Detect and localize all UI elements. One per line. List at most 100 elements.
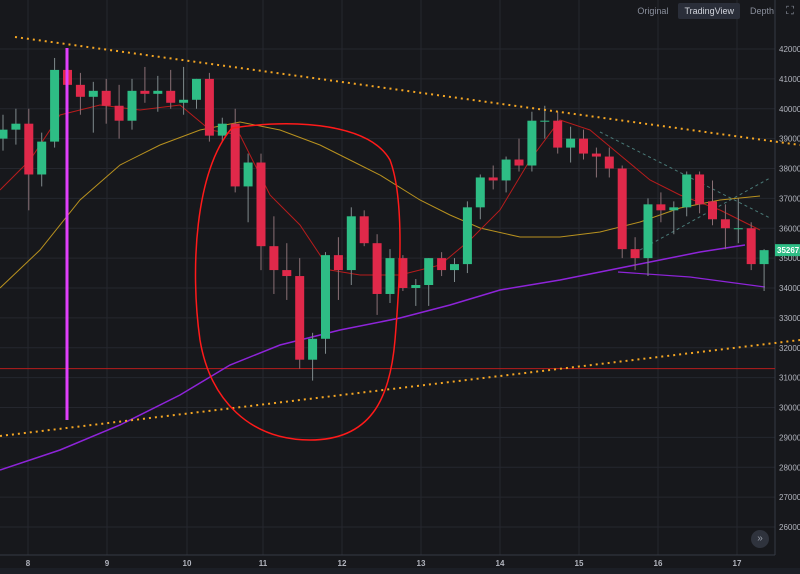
candle: [695, 171, 705, 214]
candle-body: [695, 174, 705, 205]
candle: [759, 249, 769, 291]
candle: [475, 174, 485, 220]
candle: [527, 111, 537, 172]
x-tick-label: 14: [496, 559, 505, 568]
candle-body: [37, 141, 47, 175]
candle: [179, 66, 189, 115]
candle: [488, 165, 498, 190]
candle-body: [643, 204, 653, 259]
candle-body: [101, 90, 111, 106]
candle: [269, 216, 279, 294]
candle: [579, 129, 588, 160]
candle: [643, 198, 653, 277]
candle: [50, 57, 60, 148]
candle-body: [321, 255, 330, 339]
candle: [256, 153, 266, 271]
y-tick-label: 42000.0: [779, 45, 800, 54]
candle: [127, 78, 137, 130]
candle-body: [733, 228, 743, 230]
y-tick-label: 32000.0: [779, 344, 800, 353]
y-tick-label: 26000.0: [779, 523, 800, 532]
candle: [604, 147, 614, 178]
candle: [553, 111, 563, 154]
candle: [566, 126, 576, 163]
fullscreen-icon[interactable]: ⛶: [786, 5, 794, 17]
candle-body: [88, 90, 98, 97]
last-price-tag: [775, 244, 800, 257]
candle-body: [398, 258, 408, 288]
candle: [243, 153, 253, 223]
candle: [462, 201, 472, 274]
candle: [359, 210, 369, 247]
candle-body: [656, 204, 666, 211]
candle-body: [75, 84, 85, 97]
x-tick-label: 9: [105, 559, 110, 568]
candle-body: [682, 174, 692, 208]
candle-body: [192, 78, 201, 100]
candle-body: [140, 90, 150, 94]
candle-body: [720, 219, 730, 229]
candle: [437, 252, 447, 277]
candle: [282, 243, 292, 300]
candle-body: [11, 123, 21, 130]
candle-body: [50, 69, 60, 142]
candle-body: [579, 138, 588, 154]
candle-body: [333, 255, 343, 271]
candle-body: [282, 270, 292, 277]
y-tick-label: 39000.0: [779, 135, 800, 144]
x-tick-label: 10: [183, 559, 192, 568]
candle-body: [527, 120, 537, 166]
trend-line-lower: [0, 339, 800, 437]
candle-body: [540, 120, 550, 122]
y-tick-label: 37000.0: [779, 194, 800, 203]
tab-original[interactable]: Original: [637, 6, 669, 16]
x-tick-label: 8: [26, 559, 31, 568]
y-tick-label: 36000.0: [779, 224, 800, 233]
candle-body: [630, 249, 640, 259]
candle-body: [708, 201, 717, 220]
candle: [656, 192, 666, 223]
candle: [11, 108, 21, 145]
candle-body: [488, 177, 498, 181]
candle: [630, 237, 640, 271]
candle: [398, 255, 408, 291]
candle-body: [359, 216, 369, 244]
y-tick-label: 35000.0: [779, 254, 800, 263]
x-tick-label: 17: [733, 559, 742, 568]
y-tick-label: 31000.0: [779, 374, 800, 383]
candle: [75, 72, 85, 115]
candle-body: [308, 338, 318, 360]
trend-line-dashed: [599, 131, 771, 219]
candle: [333, 237, 343, 300]
candle-body: [450, 264, 459, 271]
candle-body: [295, 276, 305, 360]
candle: [192, 78, 201, 109]
candle-body: [372, 243, 382, 294]
candle: [321, 252, 330, 354]
candle-body: [114, 105, 124, 121]
candle: [101, 78, 111, 124]
tab-depth[interactable]: Depth: [749, 6, 774, 16]
candle-body: [217, 123, 227, 136]
candle: [204, 72, 214, 142]
candle-body: [269, 246, 279, 271]
candle-body: [514, 159, 524, 166]
candle: [450, 258, 459, 283]
candle-body: [746, 228, 756, 265]
tab-tradingview[interactable]: TradingView: [678, 3, 740, 19]
candle-body: [346, 216, 356, 271]
candle: [217, 117, 227, 142]
x-tick-label: 16: [654, 559, 663, 568]
y-tick-label: 38000.0: [779, 165, 800, 174]
candle: [746, 222, 756, 271]
candle: [540, 105, 550, 139]
candle: [385, 249, 395, 303]
candle: [346, 207, 356, 286]
candle: [591, 147, 601, 178]
candle-body: [604, 156, 614, 169]
candle: [37, 132, 47, 187]
trend-line-purple: [617, 271, 766, 288]
last-price-label: 35267.1: [777, 246, 800, 255]
scroll-to-latest-button[interactable]: »: [751, 530, 769, 548]
